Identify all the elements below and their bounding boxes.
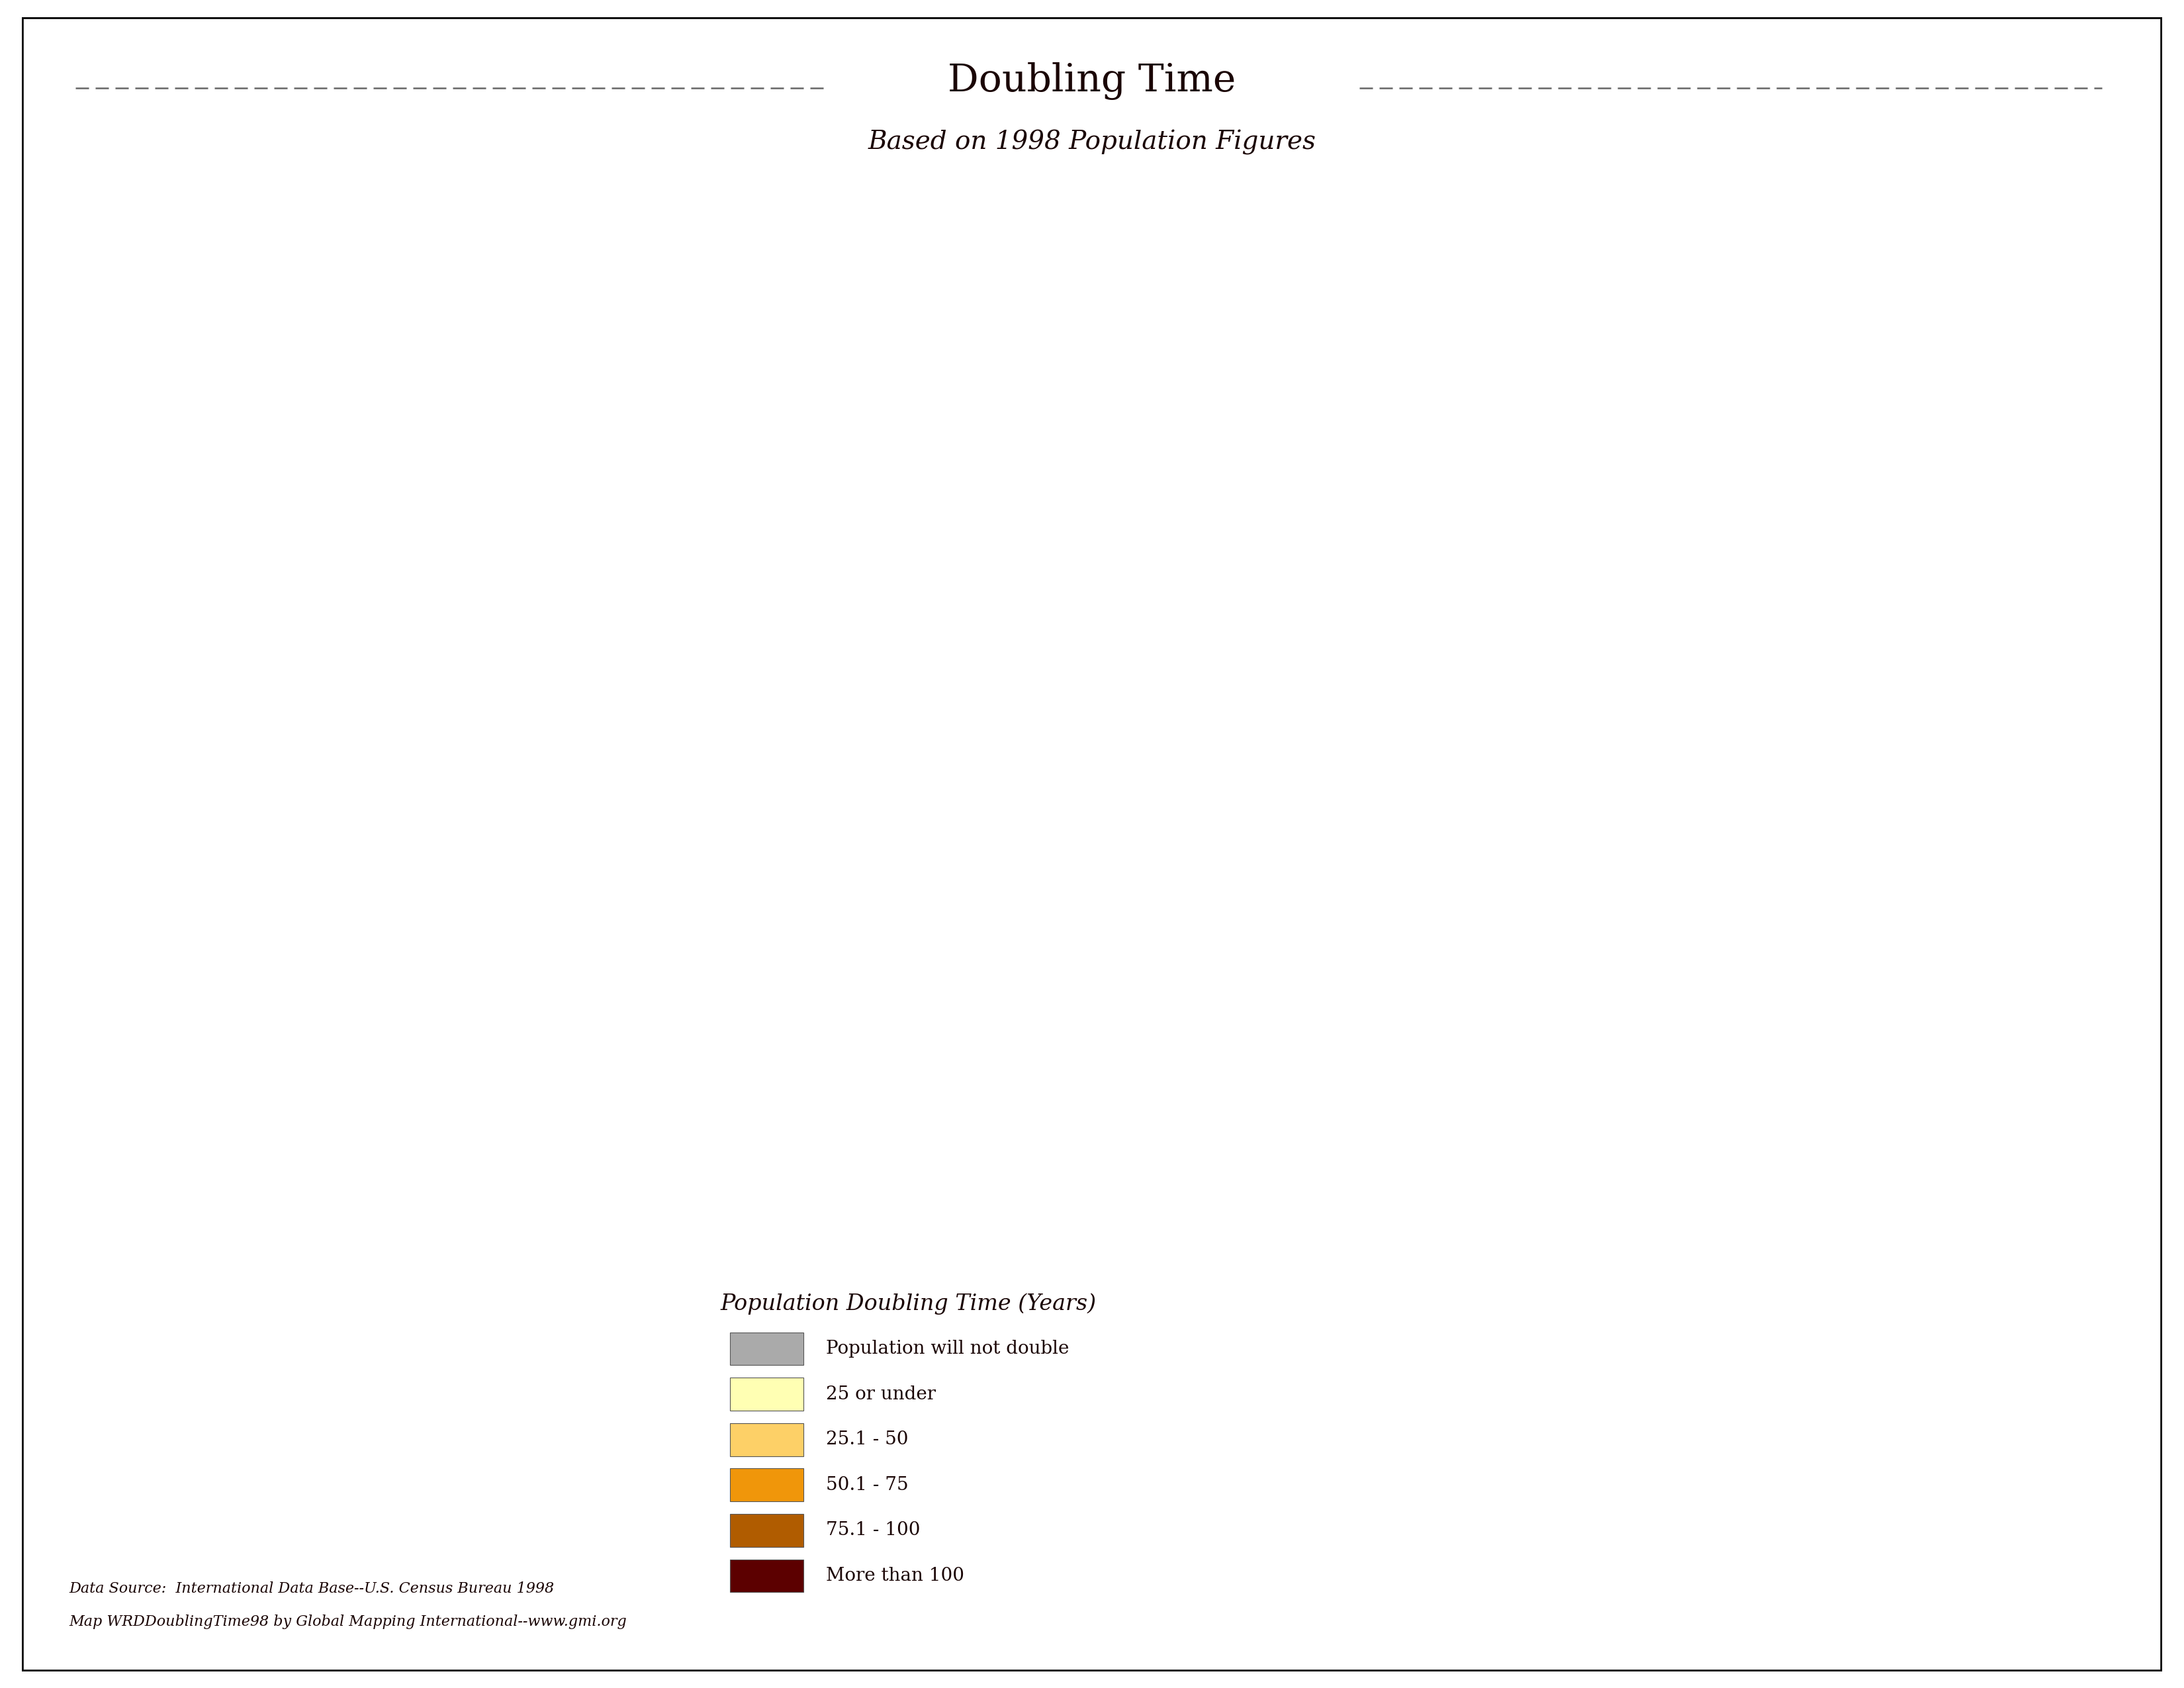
- Bar: [729, 1423, 804, 1457]
- Text: More than 100: More than 100: [826, 1566, 965, 1585]
- Text: 25.1 - 50: 25.1 - 50: [826, 1431, 909, 1448]
- Bar: [729, 1377, 804, 1411]
- Text: Data Source:  International Data Base--U.S. Census Bureau 1998: Data Source: International Data Base--U.…: [70, 1582, 555, 1595]
- Bar: [729, 1332, 804, 1366]
- Text: Based on 1998 Population Figures: Based on 1998 Population Figures: [867, 130, 1317, 155]
- Text: Population Doubling Time (Years): Population Doubling Time (Years): [721, 1293, 1096, 1315]
- Text: 50.1 - 75: 50.1 - 75: [826, 1475, 909, 1494]
- Bar: [729, 1469, 804, 1501]
- Text: 75.1 - 100: 75.1 - 100: [826, 1521, 919, 1539]
- Bar: [729, 1560, 804, 1592]
- Bar: [729, 1514, 804, 1546]
- Text: Map WRDDoublingTime98 by Global Mapping International--www.gmi.org: Map WRDDoublingTime98 by Global Mapping …: [70, 1614, 627, 1629]
- Text: 25 or under: 25 or under: [826, 1386, 937, 1403]
- Text: Doubling Time: Doubling Time: [948, 62, 1236, 100]
- Text: Population will not double: Population will not double: [826, 1340, 1070, 1357]
